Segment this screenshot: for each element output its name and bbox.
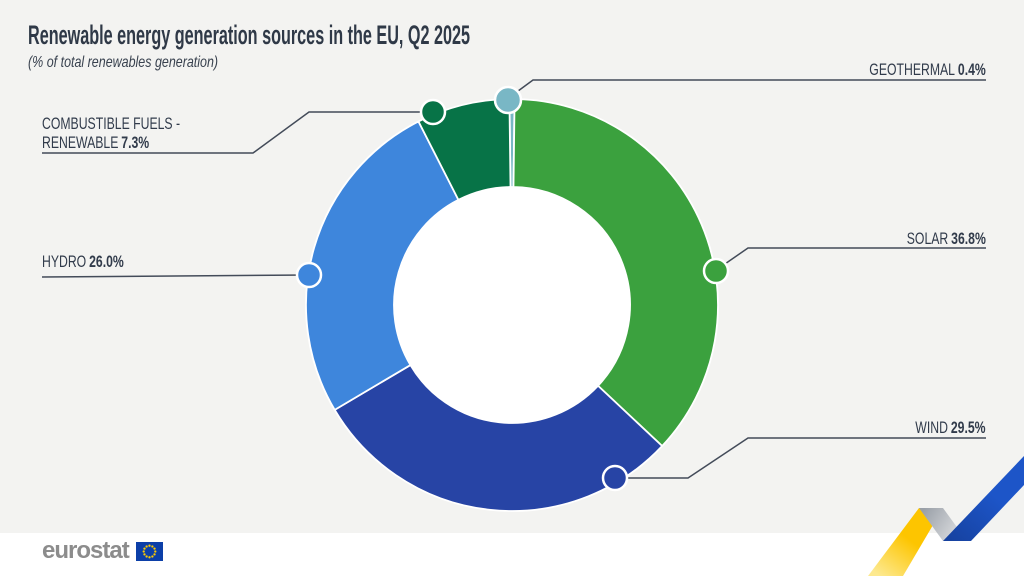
eurostat-logo-text: eurostat <box>42 537 130 564</box>
segment-name: WIND <box>915 418 949 437</box>
eurostat-logo: eurostat <box>42 539 163 563</box>
callout-label-solar: SOLAR 36.8% <box>876 229 986 248</box>
segment-name: GEOTHERMAL <box>869 60 956 79</box>
segment-name: COMBUSTIBLE FUELS - <box>42 114 181 133</box>
segment-value: 36.8% <box>951 229 986 248</box>
callout-label-geothermal: GEOTHERMAL 0.4% <box>824 60 986 79</box>
segment-value: 7.3% <box>121 133 150 152</box>
segment-value: 26.0% <box>89 252 124 271</box>
page-subtitle: (% of total renewables generation) <box>28 54 219 71</box>
callout-label-wind: WIND 29.5% <box>888 418 986 437</box>
segment-value: 29.5% <box>951 418 986 437</box>
callout-label-hydro: HYDRO 26.0% <box>42 252 156 271</box>
eu-flag-icon <box>135 541 163 561</box>
callout-label-combustible-fuels: COMBUSTIBLE FUELS - RENEWABLE 7.3% <box>42 114 234 152</box>
segment-name: HYDRO <box>42 252 87 271</box>
ribbon-blue-band <box>943 456 1024 541</box>
segment-value: 0.4% <box>958 60 986 79</box>
segment-name: SOLAR <box>906 229 949 248</box>
page-title: Renewable energy generation sources in t… <box>28 20 471 50</box>
segment-name: RENEWABLE <box>42 133 119 152</box>
ribbon-yellow-band <box>868 508 943 576</box>
